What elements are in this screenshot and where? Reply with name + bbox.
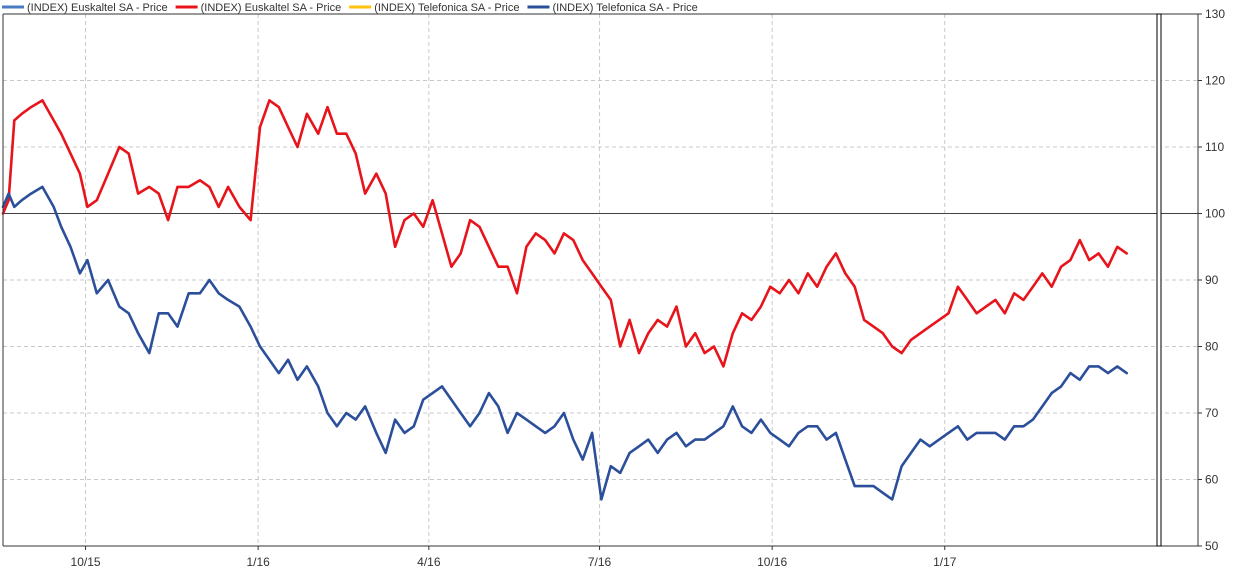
y-tick-label: 120 [1205, 74, 1225, 88]
x-tick-label: 1/17 [933, 555, 957, 569]
legend-item: (INDEX) Telefonica SA - Price [349, 2, 519, 14]
y-tick-label: 130 [1205, 7, 1225, 21]
legend-item: (INDEX) Euskaltel SA - Price [175, 2, 342, 14]
legend: (INDEX) Euskaltel SA - Price (INDEX) Eusk… [2, 2, 698, 14]
y-tick-label: 90 [1205, 273, 1219, 287]
y-tick-label: 60 [1205, 473, 1219, 487]
grid-lines [3, 14, 1198, 546]
date-cursor[interactable] [1156, 13, 1162, 547]
y-tick-label: 100 [1205, 207, 1225, 221]
x-tick-label: 4/16 [417, 555, 441, 569]
x-tick-label: 10/16 [757, 555, 787, 569]
series-lines [1, 99, 1128, 501]
series-line [1, 185, 1128, 501]
legend-label: (INDEX) Euskaltel SA - Price [27, 2, 168, 14]
y-tick-label: 70 [1205, 406, 1219, 420]
y-tick-label: 50 [1205, 539, 1219, 553]
legend-label: (INDEX) Telefonica SA - Price [552, 2, 697, 14]
x-tick-label: 7/16 [588, 555, 612, 569]
axes: 50 60 70 80 90 100 110 120 130 10/15 1/16 4/16 7/16 1… [2, 7, 1225, 569]
x-tick-label: 10/15 [71, 555, 101, 569]
legend-label: (INDEX) Telefonica SA - Price [374, 2, 519, 14]
legend-item: (INDEX) Telefonica SA - Price [527, 2, 698, 14]
legend-item: (INDEX) Euskaltel SA - Price [2, 2, 168, 14]
series-line [1, 99, 1128, 368]
y-tick-label: 110 [1205, 140, 1224, 154]
y-tick-label: 80 [1205, 340, 1219, 354]
x-tick-label: 1/16 [246, 555, 270, 569]
legend-label: (INDEX) Euskaltel SA - Price [201, 2, 342, 14]
